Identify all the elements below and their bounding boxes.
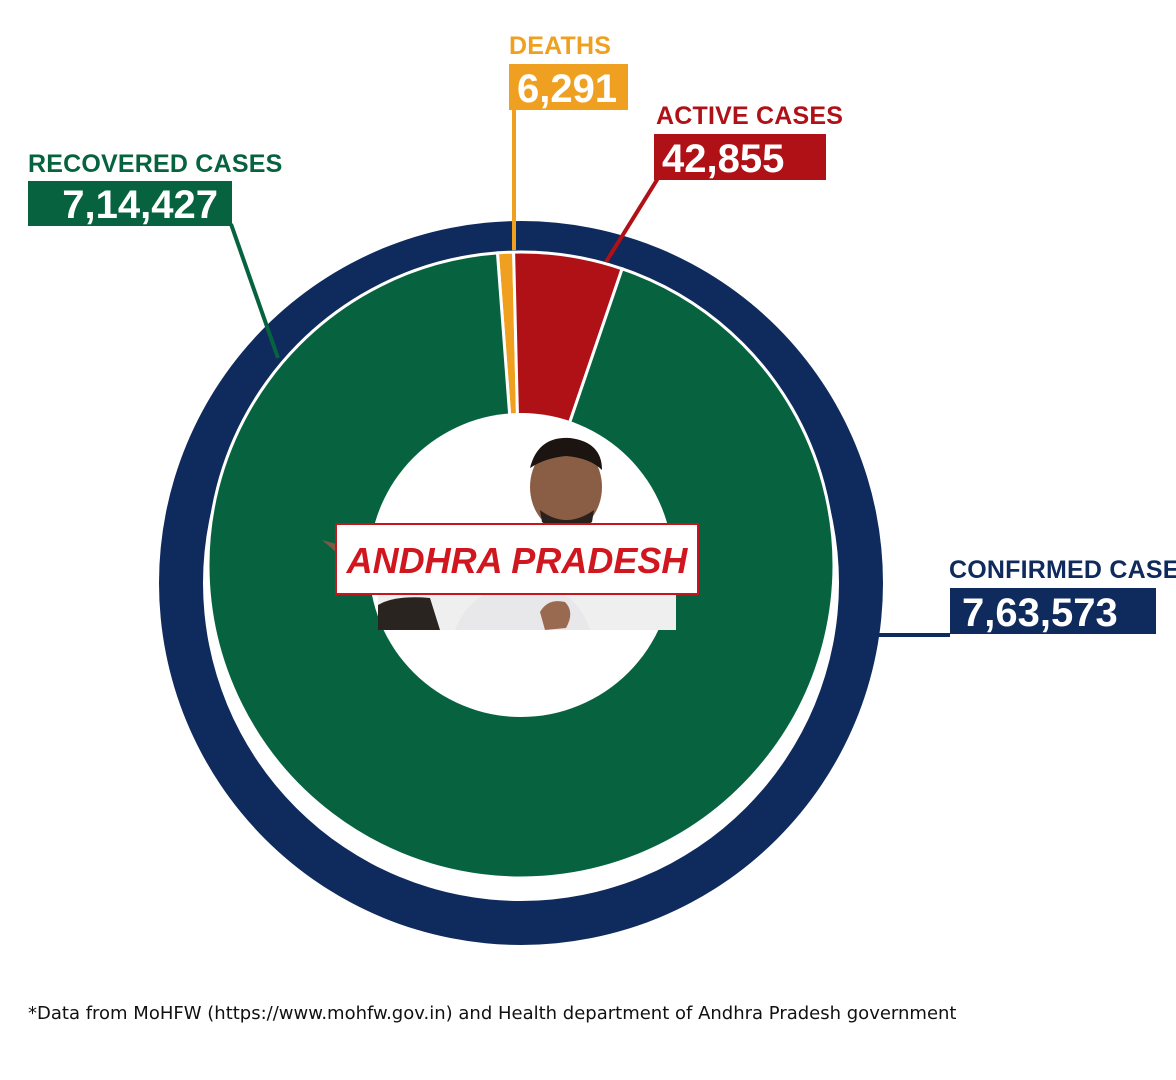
deaths-value: 6,291 — [517, 67, 617, 111]
active-value: 42,855 — [662, 137, 784, 181]
confirmed-value-box — [950, 588, 1156, 634]
confirmed-value: 7,63,573 — [962, 591, 1118, 635]
active-value-box — [654, 134, 826, 180]
active-label-title: ACTIVE CASES — [656, 102, 843, 130]
deaths-label-title: DEATHS — [509, 32, 611, 60]
data-source-footnote: *Data from MoHFW (https://www.mohfw.gov.… — [28, 1003, 957, 1024]
active-leader-line — [604, 173, 662, 264]
recovered-label-title: RECOVERED CASES — [28, 150, 282, 178]
recovered-value: 7,14,427 — [62, 183, 218, 227]
deaths-value-box — [509, 64, 628, 110]
recovered-leader-line — [229, 223, 280, 359]
center-title-box — [335, 523, 699, 595]
recovered-value-box — [28, 181, 232, 226]
center-title: ANDHRA PRADESH — [346, 540, 689, 581]
confirmed-label-title: CONFIRMED CASES — [949, 556, 1176, 584]
